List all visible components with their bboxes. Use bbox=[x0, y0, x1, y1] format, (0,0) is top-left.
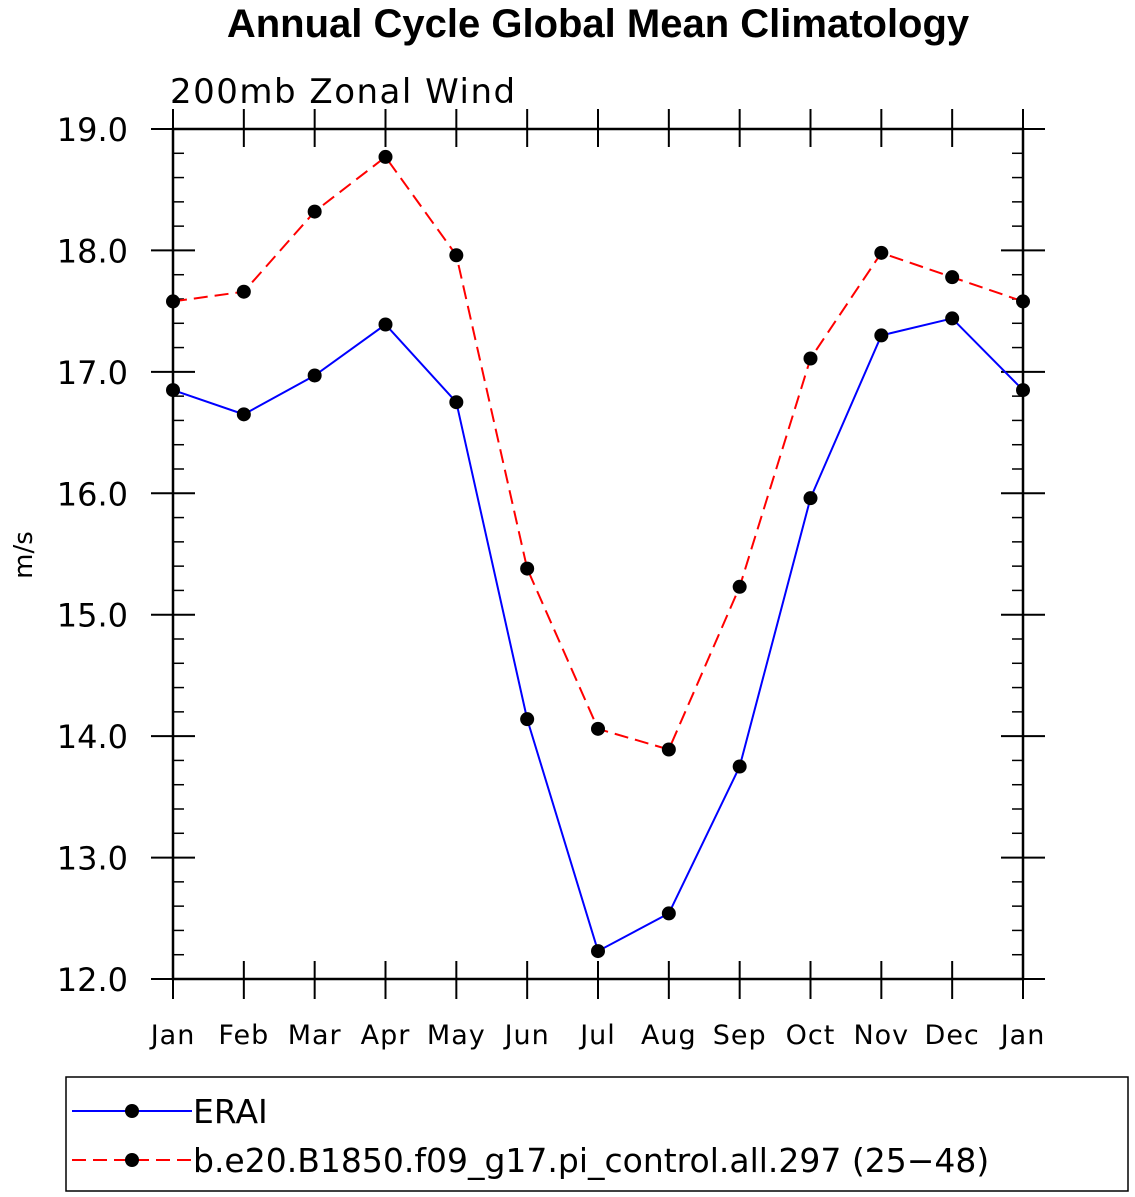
series-0-point bbox=[661, 906, 676, 921]
chart-title: Annual Cycle Global Mean Climatology bbox=[227, 2, 970, 46]
x-tick-label: Sep bbox=[713, 1020, 767, 1051]
series-layer bbox=[166, 149, 1030, 959]
x-tick-labels: Jan Feb Mar Apr May Jun Jul Aug Sep Oct Nov Dec Jan bbox=[149, 1020, 1046, 1051]
series-1-point bbox=[307, 204, 322, 219]
y-tick-label: 18.0 bbox=[57, 232, 128, 270]
series-0-point bbox=[874, 328, 889, 343]
y-tick-label: 12.0 bbox=[57, 961, 128, 999]
series-1-point bbox=[236, 284, 251, 299]
legend-marker-1 bbox=[125, 1153, 139, 1167]
series-0-point bbox=[307, 368, 322, 383]
y-axis-label: m/s bbox=[9, 531, 39, 579]
x-tick-label: Apr bbox=[361, 1020, 411, 1051]
series-1-point bbox=[803, 351, 818, 366]
legend: ERAI b.e20.B1850.f09_g17.pi_control.all.2… bbox=[65, 1076, 1129, 1192]
legend-box bbox=[65, 1076, 1129, 1192]
x-tick-label: May bbox=[427, 1020, 486, 1051]
y-tick-label: 15.0 bbox=[57, 597, 128, 635]
legend-label-0: ERAI bbox=[193, 1092, 268, 1131]
series-1-point bbox=[661, 742, 676, 757]
x-tick-label: Feb bbox=[218, 1020, 269, 1051]
x-tick-label: Dec bbox=[925, 1020, 980, 1051]
series-1-point bbox=[520, 561, 535, 576]
x-tick-label: Jul bbox=[578, 1020, 616, 1051]
y-tick-label: 14.0 bbox=[57, 718, 128, 756]
x-tick-label: Nov bbox=[853, 1020, 909, 1051]
series-0-point bbox=[945, 311, 960, 326]
series-0-point bbox=[449, 395, 464, 410]
x-tick-label: Jan bbox=[149, 1020, 196, 1051]
series-0-point bbox=[732, 759, 747, 774]
y-tick-label: 17.0 bbox=[57, 354, 128, 392]
series-0-point bbox=[236, 407, 251, 422]
series-0-point bbox=[591, 944, 605, 959]
x-tick-label: Jan bbox=[999, 1020, 1046, 1051]
series-1-point bbox=[449, 248, 464, 263]
y-tick-label: 13.0 bbox=[57, 840, 128, 878]
legend-marker-0 bbox=[125, 1104, 139, 1118]
y-tick-label: 19.0 bbox=[57, 111, 128, 149]
legend-items: ERAI b.e20.B1850.f09_g17.pi_control.all.2… bbox=[72, 1092, 989, 1180]
series-0-point bbox=[378, 317, 393, 332]
y-tick-labels: 12.0 13.0 14.0 15.0 16.0 17.0 18.0 19.0 bbox=[57, 111, 128, 999]
series-1-point bbox=[874, 245, 889, 260]
series-1-point bbox=[378, 149, 393, 164]
plot-frame bbox=[171, 127, 1025, 981]
y-tick-label: 16.0 bbox=[57, 475, 128, 513]
series-1-point bbox=[591, 721, 605, 736]
axis-ticks bbox=[151, 109, 1045, 999]
x-tick-label: Mar bbox=[288, 1020, 342, 1051]
series-0-point bbox=[803, 491, 818, 506]
series-1-point bbox=[945, 270, 960, 285]
x-tick-label: Aug bbox=[641, 1020, 697, 1051]
series-1-point bbox=[732, 579, 747, 594]
series-0-point bbox=[520, 712, 535, 727]
legend-label-1: b.e20.B1850.f09_g17.pi_control.all.297 (… bbox=[193, 1141, 989, 1180]
chart-subtitle: 200mb Zonal Wind bbox=[170, 72, 517, 112]
x-tick-label: Jun bbox=[503, 1020, 550, 1051]
series-line-1 bbox=[172, 155, 1024, 751]
x-tick-label: Oct bbox=[786, 1020, 836, 1051]
series-line-0 bbox=[172, 317, 1024, 953]
